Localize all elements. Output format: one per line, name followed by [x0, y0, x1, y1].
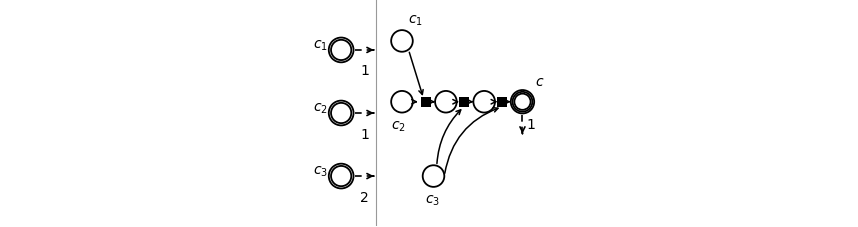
Text: $c_2$: $c_2$: [391, 119, 406, 133]
Text: $c$: $c$: [535, 74, 544, 88]
Bar: [459, 97, 468, 107]
Text: $c_{2}$: $c_{2}$: [313, 101, 328, 116]
Text: 2: 2: [360, 190, 369, 204]
Bar: [498, 97, 507, 107]
Text: $c_{3}$: $c_{3}$: [312, 164, 328, 178]
Text: $c_3$: $c_3$: [425, 193, 440, 207]
Text: 1: 1: [527, 118, 535, 132]
Bar: [420, 97, 431, 107]
Text: 1: 1: [360, 64, 369, 78]
Text: $c_1$: $c_1$: [408, 13, 423, 28]
Text: 1: 1: [360, 127, 369, 141]
Text: $c_{1}$: $c_{1}$: [313, 39, 328, 53]
